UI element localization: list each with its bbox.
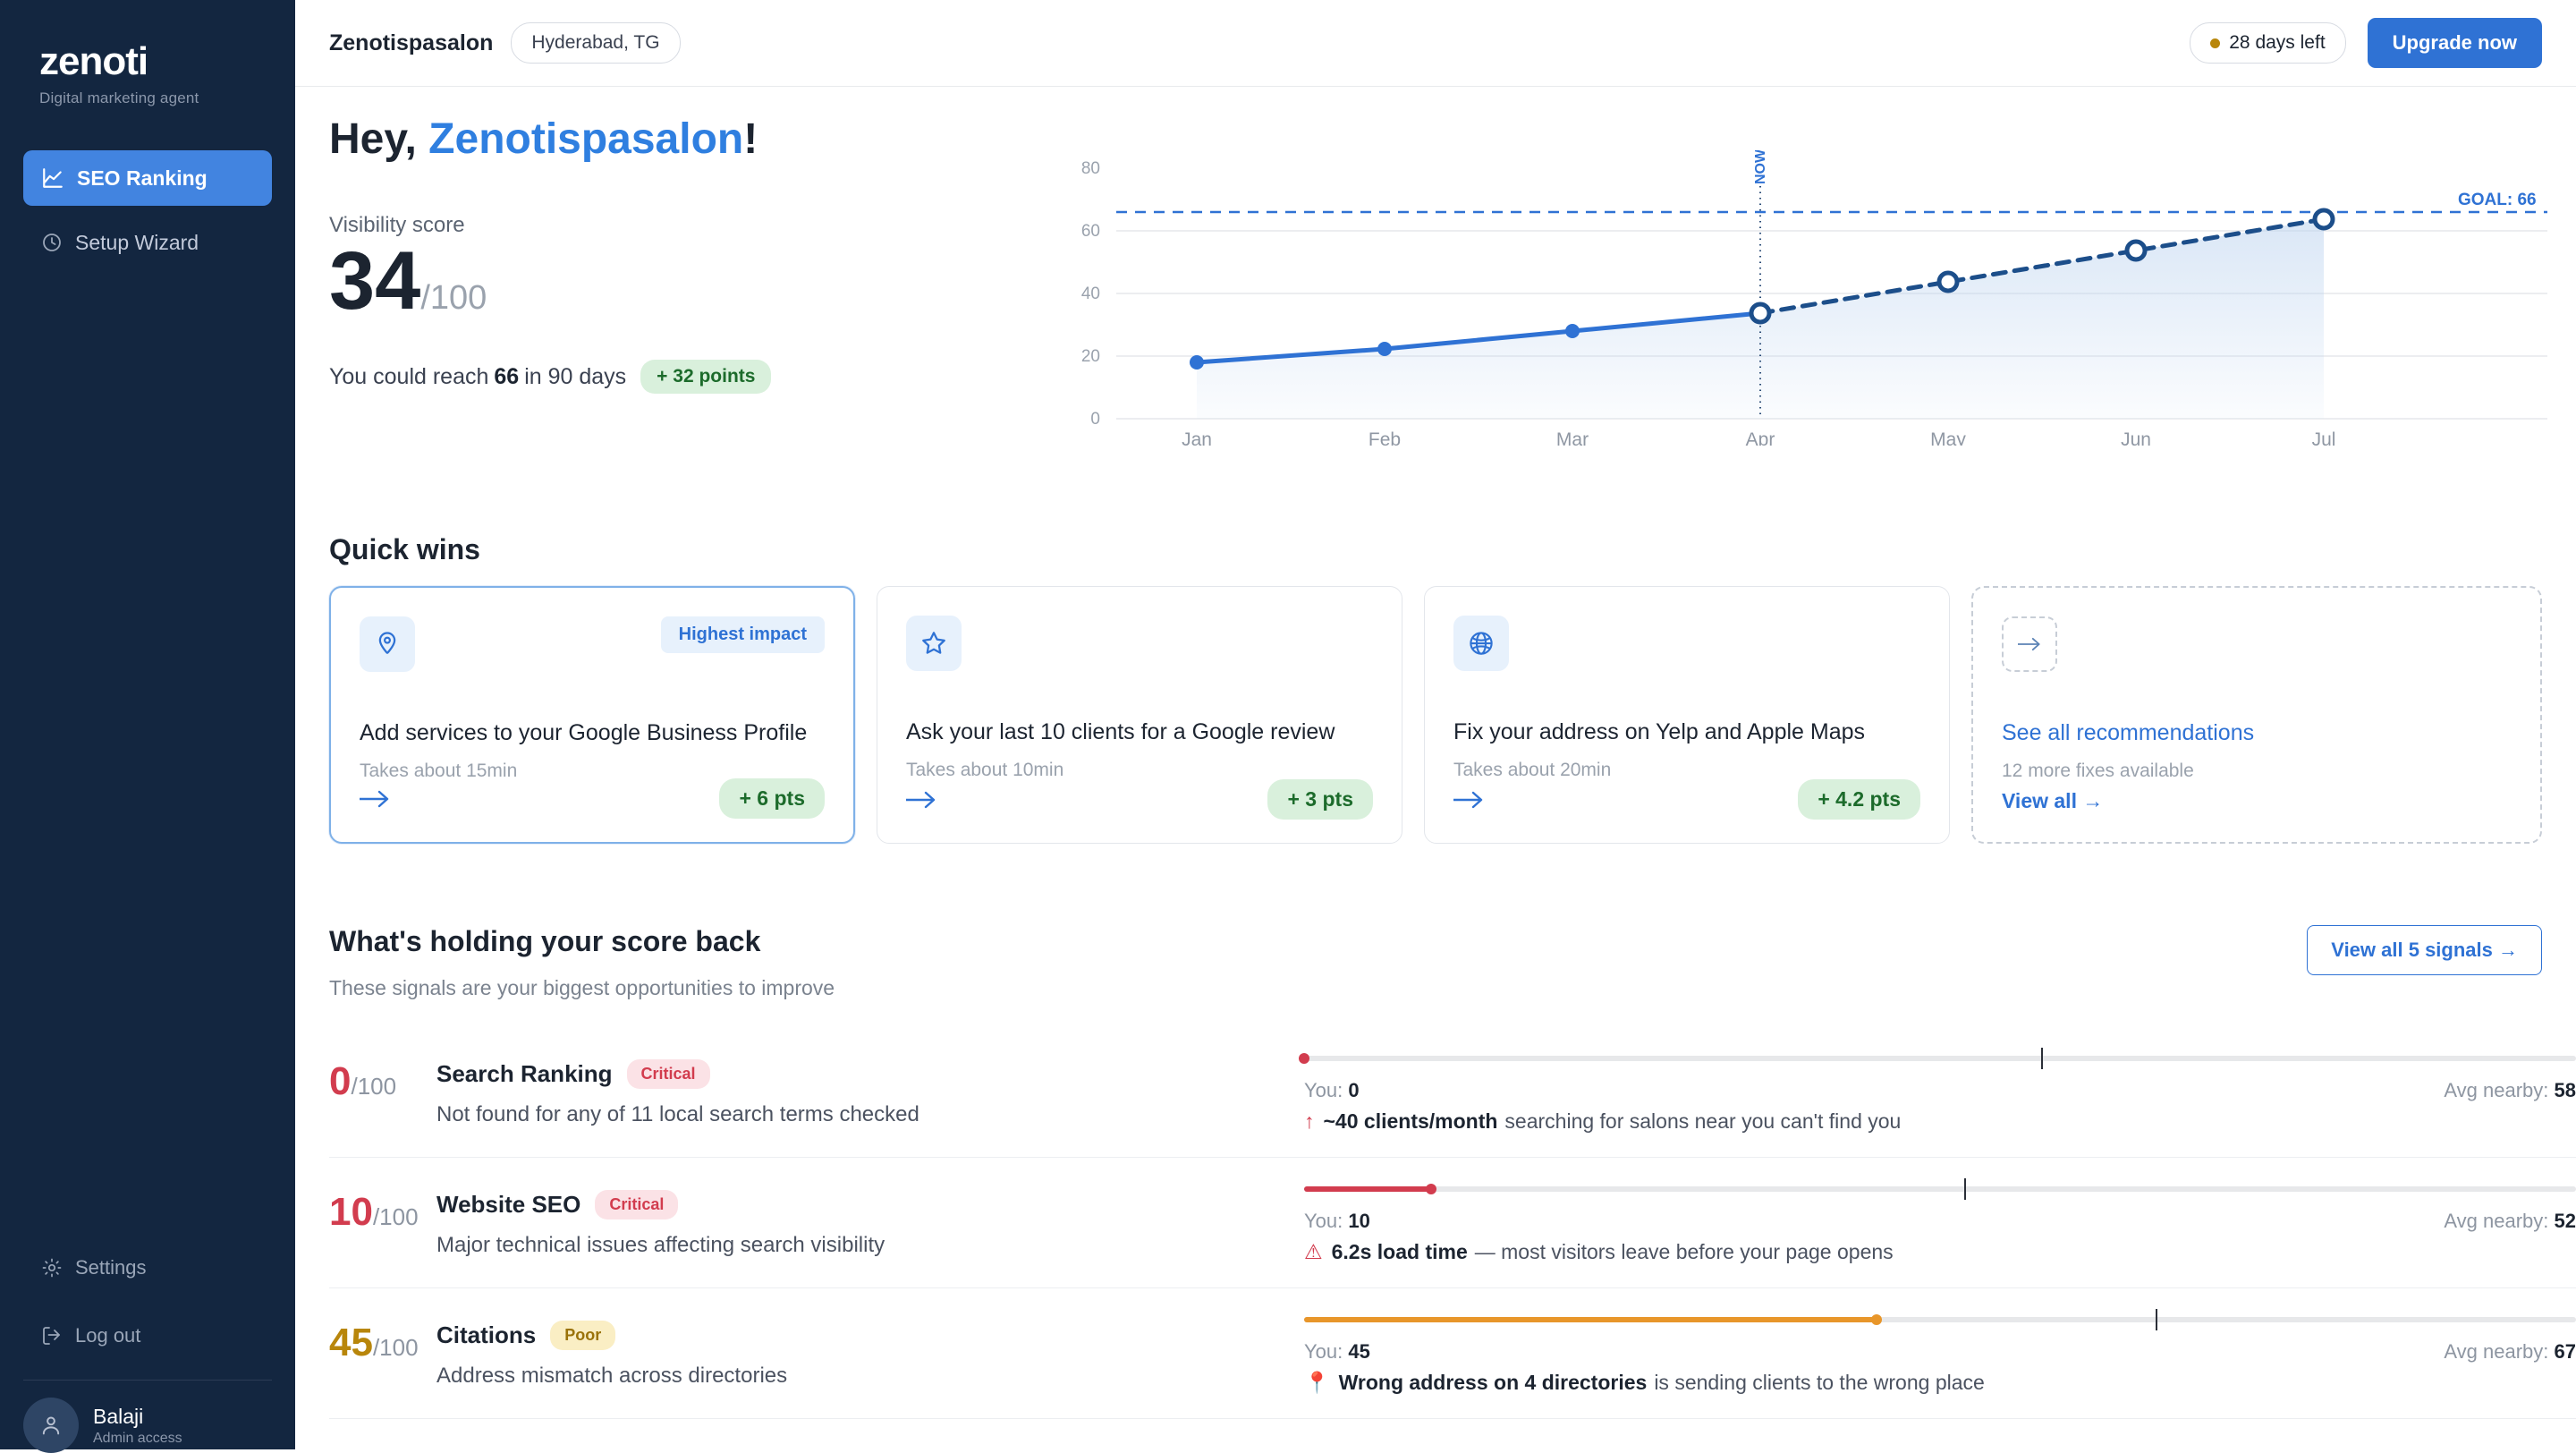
svg-text:Feb: Feb	[1368, 429, 1401, 446]
svg-text:20: 20	[1081, 347, 1100, 366]
svg-text:Jan: Jan	[1182, 429, 1212, 446]
svg-text:80: 80	[1081, 159, 1100, 178]
svg-text:May: May	[1930, 429, 1966, 446]
svg-text:GOAL: 66: GOAL: 66	[2458, 191, 2537, 209]
svg-text:0: 0	[1090, 410, 1100, 429]
svg-text:Jul: Jul	[2312, 429, 2336, 446]
svg-text:Mar: Mar	[1556, 429, 1589, 446]
svg-text:Jun: Jun	[2121, 429, 2151, 446]
svg-text:60: 60	[1081, 222, 1100, 241]
svg-text:Apr: Apr	[1746, 429, 1775, 446]
svg-text:NOW: NOW	[1753, 150, 1768, 184]
svg-text:40: 40	[1081, 285, 1100, 303]
